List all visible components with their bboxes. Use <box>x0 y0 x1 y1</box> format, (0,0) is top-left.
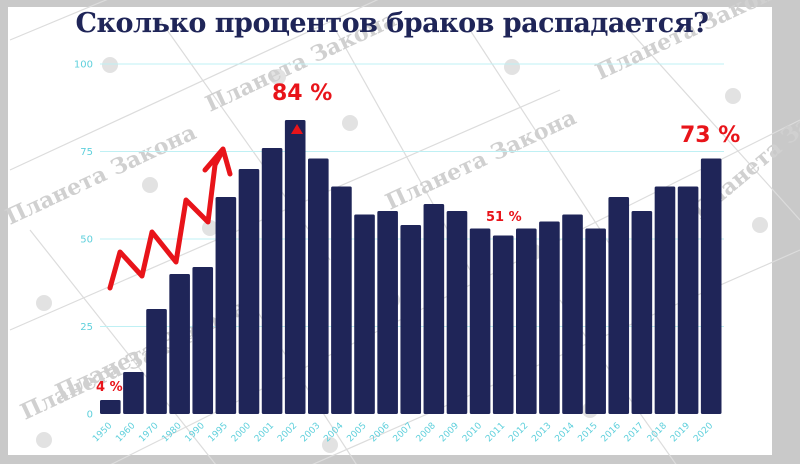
bar-2012 <box>516 228 537 414</box>
watermark-logo-icon <box>725 88 741 104</box>
watermark-logo-icon <box>142 177 158 193</box>
y-tick-label: 25 <box>80 322 93 333</box>
bar-2017 <box>631 211 653 414</box>
y-tick-label: 100 <box>74 60 93 71</box>
x-tick-label: 2017 <box>623 421 646 444</box>
bar-1995 <box>215 197 237 414</box>
bar-2009 <box>446 211 468 414</box>
x-tick-label: 2015 <box>576 421 599 444</box>
bar-2014 <box>562 214 583 414</box>
bar-2000 <box>238 169 260 414</box>
annotation-peak: 84 % <box>272 81 332 106</box>
watermark-logo-icon <box>342 115 358 131</box>
watermark-line <box>469 29 621 261</box>
x-tick-label: 2009 <box>438 421 461 444</box>
bar-2013 <box>539 221 560 414</box>
y-tick-label: 75 <box>80 147 93 158</box>
watermark-logo-icon <box>36 295 52 311</box>
x-tick-label: 2000 <box>230 421 253 444</box>
bar-2006 <box>377 211 398 414</box>
watermark-line <box>9 0 108 41</box>
arrow-head-icon <box>202 146 233 177</box>
bar-2016 <box>608 197 630 414</box>
chart-title: Сколько процентов браков распадается? <box>75 8 709 39</box>
x-tick-label: 1950 <box>91 421 114 444</box>
x-tick-label: 2013 <box>530 421 553 444</box>
bar-2004 <box>331 186 352 414</box>
bar-2007 <box>400 225 422 414</box>
x-tick-label: 2014 <box>553 421 576 444</box>
watermark-logo-icon <box>202 220 218 236</box>
x-tick-label: 2003 <box>299 421 322 444</box>
annotation-last: 73 % <box>680 123 740 148</box>
bar-2020 <box>700 158 722 414</box>
bar-1950 <box>100 400 121 414</box>
x-tick-label: 2012 <box>507 421 530 444</box>
watermark-text: Планета Закона <box>382 104 581 215</box>
x-axis-labels: 1950 1960 1970 1980 1990 1995 2000 2001 2002 2003… <box>91 421 715 444</box>
bar-2003 <box>308 158 329 414</box>
bar-2011 <box>492 235 514 414</box>
watermark-logo-icon <box>322 437 338 453</box>
x-tick-label: 2007 <box>392 421 415 444</box>
zigzag-arrow-icon <box>107 149 225 291</box>
bars <box>100 120 722 414</box>
x-tick-label: 2008 <box>415 421 438 444</box>
bar-1980 <box>169 274 190 414</box>
bar-2019 <box>677 186 699 414</box>
x-tick-label: 2020 <box>692 421 715 444</box>
watermark-logo-icon <box>752 217 768 233</box>
x-tick-label: 1960 <box>114 421 137 444</box>
x-tick-label: 1980 <box>160 421 183 444</box>
x-tick-label: 2019 <box>669 421 692 444</box>
x-tick-label: 1995 <box>207 421 230 444</box>
bar-2018 <box>654 186 676 414</box>
x-tick-label: 1990 <box>184 421 207 444</box>
x-tick-label: 2010 <box>461 421 484 444</box>
bar-2005 <box>354 214 375 414</box>
watermark-logo-icon <box>102 57 118 73</box>
bar-1990 <box>192 267 214 414</box>
bar-1960 <box>123 372 144 414</box>
x-tick-label: 2002 <box>276 421 299 444</box>
x-tick-label: 2001 <box>253 421 276 444</box>
peak-triangle-icon <box>291 124 303 134</box>
watermark-line <box>9 0 379 171</box>
bar-2002 <box>284 120 306 414</box>
watermark-logo-icon <box>270 69 286 85</box>
decorations <box>107 146 233 291</box>
y-tick-label: 50 <box>80 235 93 246</box>
annotation-first: 4 % <box>96 380 123 395</box>
x-tick-label: 2006 <box>368 421 391 444</box>
bar-2001 <box>261 148 283 414</box>
y-axis-ticks: 0 25 50 75 100 <box>74 60 93 421</box>
x-tick-label: 2016 <box>600 421 623 444</box>
bar-1970 <box>146 309 167 414</box>
watermark-line <box>29 229 217 464</box>
annotations: 4 % 84 % 51 % 73 % <box>96 81 740 395</box>
y-tick-label: 0 <box>87 410 93 421</box>
x-tick-label: 2011 <box>484 421 507 444</box>
x-tick-label: 2018 <box>646 421 669 444</box>
watermark-line <box>619 19 800 221</box>
watermark-logo-icon <box>36 432 52 448</box>
bar-2008 <box>423 204 445 414</box>
watermark-logo-icon <box>504 59 520 75</box>
bar-2015 <box>585 228 606 414</box>
watermark-text: Планета Закона <box>2 119 201 230</box>
annotation-mid: 51 % <box>486 210 522 225</box>
bar-2010 <box>469 228 491 414</box>
